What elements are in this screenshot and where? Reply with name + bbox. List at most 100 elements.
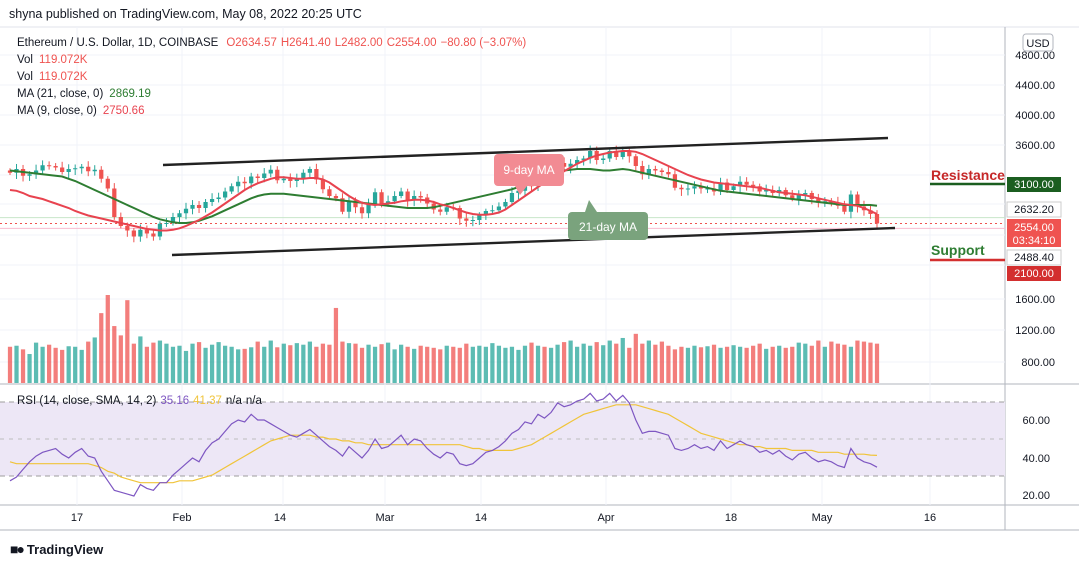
time-tick-label: 16 [924,512,936,524]
ma9-callout: 9-day MA [494,154,564,195]
candle [464,213,469,227]
candle [112,183,117,220]
publish-header: shyna published on TradingView.com, May … [9,7,362,21]
legend-high: H2641.40 [281,37,331,49]
volume-bar [822,346,827,383]
candle [131,228,136,243]
volume-bar [640,343,645,383]
volume-bar [294,343,299,383]
svg-text:MA (9, close, 0)2750.66: MA (9, close, 0) 2750.66 [17,105,144,117]
volume-bar [105,295,110,383]
volume-bar [164,343,169,383]
candle [757,183,762,197]
volume-bar [288,345,293,383]
volume-bar [555,344,560,383]
price-axis: 4800.00 4400.00 4000.00 3600.00 1600.00 1200.… [1015,50,1055,369]
currency-button-label: USD [1026,38,1049,50]
volume-bar [509,346,515,383]
legend-ma21-label: MA (21, close, 0) [17,88,103,100]
resistance-marker: Resistance [930,167,1005,186]
candle [307,166,312,178]
ma9-line [9,150,878,232]
volume-bar [275,347,280,383]
volume-bar [392,349,397,383]
volume-bar [255,341,260,383]
volume-bar [444,345,449,383]
candle [40,160,45,175]
price-tick-label: 3600.00 [1015,140,1055,152]
volume-bar [503,347,508,383]
price-channel [162,136,896,257]
candle [679,184,684,196]
volume-bar [464,343,469,383]
candle [412,190,417,207]
candle [99,166,104,183]
time-tick-label: Feb [173,512,192,524]
volume-bar [79,349,84,383]
volume-bar [496,345,502,383]
volume-bar [588,345,593,383]
legend-symbol: Ethereum / U.S. Dollar, 1D, COINBASE [17,37,219,49]
time-tick-label: 14 [274,512,286,524]
volume-bar [751,345,756,383]
candle [561,157,567,170]
volume-bar [724,346,730,383]
volume-bar [46,344,52,383]
candle [92,165,97,176]
volume-bar [307,341,312,383]
legend-rsi-na2: n/a [246,395,263,407]
candle [457,205,462,226]
volume-bar [542,346,547,383]
tradingview-brand[interactable]: ■● TradingView [10,541,103,557]
currency-button[interactable]: USD [1022,33,1054,52]
candle [640,160,645,180]
badge-countdown: 03:34:10 [1013,235,1056,247]
tradingview-brand-label: TradingView [26,541,104,557]
candle [842,200,847,215]
candle [633,153,638,172]
volume-bar [581,343,586,383]
candle [405,188,410,207]
volume-bar [614,343,619,383]
ma21-callout-label: 21-day MA [579,220,637,234]
volume-bar [418,345,423,383]
volume-bar [790,346,795,383]
volume-bar [842,344,847,383]
time-axis: 17 Feb 14 Mar 14 Apr 18 May 16 [71,512,936,524]
badge-last-price: 2554.00 [1014,222,1054,234]
candle [692,181,697,195]
volume-bar [861,341,867,383]
volume-bar [620,337,625,383]
rsi-lines [9,392,878,497]
volume-bar [744,347,749,383]
candle [60,161,65,175]
ma21-callout: 21-day MA [568,200,648,240]
volume-bar [353,343,358,383]
volume-bar [268,340,273,383]
badge-2488: 2488.40 [1014,252,1054,264]
volume-bar [457,347,462,383]
ma21-line [9,167,878,224]
volume-bar [438,349,443,383]
volume-bar [209,344,215,383]
volume-bar [99,313,104,383]
candle [320,175,326,194]
candle [366,198,371,219]
candle [653,165,658,175]
rsi-line [9,392,878,497]
time-tick-label: Mar [376,512,395,524]
badge-2632: 2632.20 [1014,204,1054,216]
volume-bar [118,335,123,383]
volume-bar [431,347,436,383]
volume-bar [522,345,528,383]
volume-bar [131,343,136,383]
volume-bar [816,340,821,383]
chart-frame [0,26,1079,531]
volume-bar [855,340,860,383]
candle [744,177,749,191]
candle [151,230,156,241]
candle [301,169,306,184]
volume-bar [535,345,541,383]
